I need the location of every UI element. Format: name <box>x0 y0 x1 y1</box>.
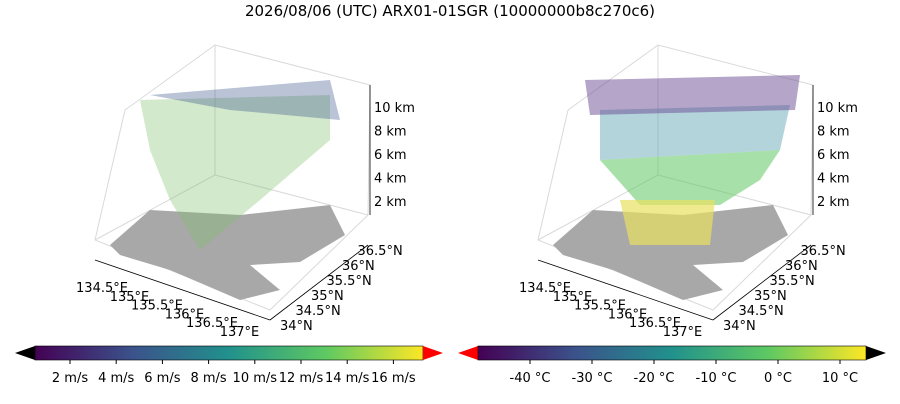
colorbar-tick-label: 16 m/s <box>371 371 416 386</box>
colorbar-tick-label: 4 m/s <box>98 371 134 386</box>
land <box>553 205 788 300</box>
z-tick-label: 6 km <box>374 148 407 163</box>
z-tick-label: 4 km <box>817 172 850 187</box>
colorbar-tick-label: -20 °C <box>634 371 675 386</box>
y-tick-label: 34.5°N <box>739 304 784 319</box>
x-tick-label: 135°E <box>553 290 593 305</box>
colorbar-1 <box>15 345 443 361</box>
z-tick-label: 6 km <box>817 148 850 163</box>
colorbar-tick-label: 6 m/s <box>144 371 180 386</box>
z-tick-label: 4 km <box>374 172 407 187</box>
y-tick-label: 35°N <box>311 289 344 304</box>
z-tick-label: 10 km <box>374 101 415 116</box>
colorbar-tick-label: -40 °C <box>510 371 551 386</box>
z-tick-label: 8 km <box>374 125 407 140</box>
x-tick-label: 135.5°E <box>574 299 626 314</box>
x-tick-label: 136.5°E <box>186 316 238 331</box>
colorbar-tick-label: 10 °C <box>822 371 858 386</box>
z-tick-label: 2 km <box>374 195 407 210</box>
y-tick-label: 35.5°N <box>327 274 372 289</box>
voxel-layer <box>585 75 800 115</box>
x-tick-label: 136°E <box>165 307 205 322</box>
land <box>110 205 345 300</box>
voxel-layer <box>600 150 780 205</box>
y-tick-label: 34°N <box>280 319 313 334</box>
colorbar-tick-label: 14 m/s <box>325 371 370 386</box>
panel-1-axes <box>94 44 371 321</box>
x-tick-label: 136.5°E <box>629 316 681 331</box>
y-tick-label: 36°N <box>342 259 375 274</box>
figure-title: 2026/08/06 (UTC) ARX01-01SGR (10000000b8… <box>245 2 655 20</box>
z-tick-label: 2 km <box>817 195 850 210</box>
y-tick-label: 34.5°N <box>296 304 341 319</box>
colorbar-tick-label: 0 °C <box>764 371 792 386</box>
colorbar-tick-label: 10 m/s <box>233 371 278 386</box>
z-tick-label: 10 km <box>817 101 858 116</box>
wind-field-upper <box>150 80 340 120</box>
x-tick-label: 134.5°E <box>76 281 128 296</box>
y-tick-label: 35°N <box>754 289 787 304</box>
colorbar-tick-label: 2 m/s <box>52 371 88 386</box>
x-tick-label: 137°E <box>663 325 703 340</box>
z-tick-label: 8 km <box>817 125 850 140</box>
colorbar-tick-label: 8 m/s <box>190 371 226 386</box>
y-tick-label: 36.5°N <box>358 244 403 259</box>
colorbar-tick-label: -10 °C <box>696 371 737 386</box>
colorbar-2 <box>458 345 886 361</box>
x-tick-label: 135°E <box>110 290 150 305</box>
voxel-layer <box>600 105 790 160</box>
y-tick-label: 35.5°N <box>770 274 815 289</box>
panel-2-axes <box>537 44 814 321</box>
y-tick-label: 34°N <box>723 319 756 334</box>
x-tick-label: 135.5°E <box>131 299 183 314</box>
voxel-layer <box>620 200 715 245</box>
y-tick-label: 36.5°N <box>801 244 846 259</box>
x-tick-label: 134.5°E <box>519 281 571 296</box>
colorbar-tick-label: 12 m/s <box>279 371 324 386</box>
x-tick-label: 136°E <box>608 307 648 322</box>
x-tick-label: 137°E <box>220 325 260 340</box>
y-tick-label: 36°N <box>785 259 818 274</box>
colorbar-tick-label: -30 °C <box>572 371 613 386</box>
wind-field <box>140 95 330 250</box>
